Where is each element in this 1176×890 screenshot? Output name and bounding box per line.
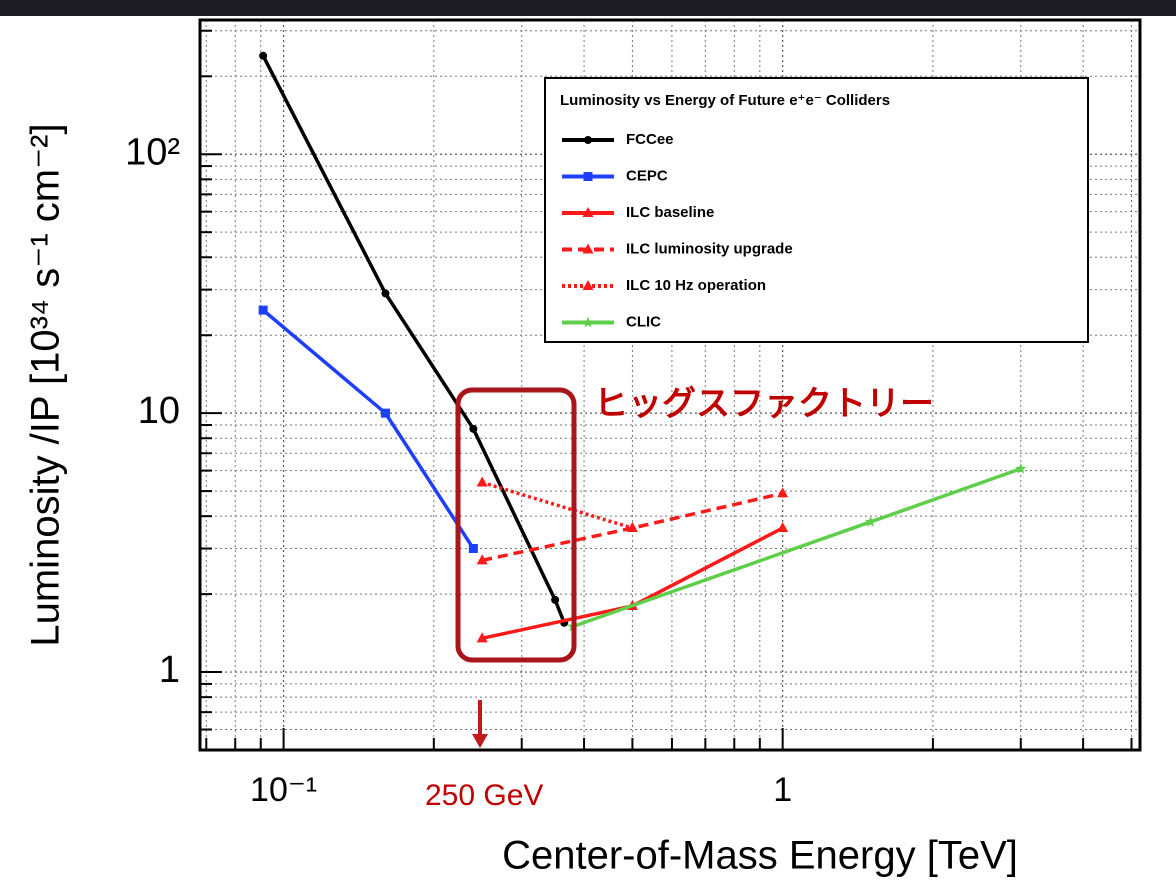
marker xyxy=(627,522,638,532)
marker xyxy=(381,409,390,418)
series-line xyxy=(263,310,473,548)
marker xyxy=(551,596,559,604)
marker xyxy=(259,306,268,315)
y-tick-label: 1 xyxy=(159,649,180,691)
marker xyxy=(584,136,592,144)
legend-label: FCCee xyxy=(626,131,674,148)
legend-label: CLIC xyxy=(626,313,661,330)
legend-label: ILC baseline xyxy=(626,204,714,221)
series-line xyxy=(573,469,1021,627)
x-tick-label: 10⁻¹ xyxy=(250,771,317,809)
marker xyxy=(259,52,267,60)
marker xyxy=(469,425,477,433)
legend-label: ILC 10 Hz operation xyxy=(626,277,766,294)
y-axis-title: Luminosity /IP [10³⁴ s⁻¹ cm⁻²] xyxy=(24,123,68,646)
y-tick-label: 10² xyxy=(125,131,180,173)
marker xyxy=(584,172,593,181)
x-tick-label: 1 xyxy=(773,771,792,809)
marker xyxy=(777,522,788,532)
marker xyxy=(777,487,788,497)
annotation: 250 GeV xyxy=(425,779,543,812)
legend-title: Luminosity vs Energy of Future e⁺e⁻ Coll… xyxy=(560,92,890,109)
x-axis-title: Center-of-Mass Energy [TeV] xyxy=(502,834,1018,878)
legend-label: ILC luminosity upgrade xyxy=(626,240,793,257)
legend-label: CEPC xyxy=(626,167,668,184)
marker xyxy=(477,476,488,486)
series-line xyxy=(263,56,564,623)
y-tick-label: 10 xyxy=(138,390,180,432)
series-line xyxy=(482,482,632,528)
chart: Center-of-Mass Energy [TeV] Luminosity /… xyxy=(0,0,1176,890)
marker xyxy=(381,289,389,297)
marker xyxy=(469,544,478,553)
arrow-head xyxy=(472,734,488,748)
annotation: ヒッグスファクトリー xyxy=(594,385,934,423)
background-band xyxy=(0,0,1176,16)
